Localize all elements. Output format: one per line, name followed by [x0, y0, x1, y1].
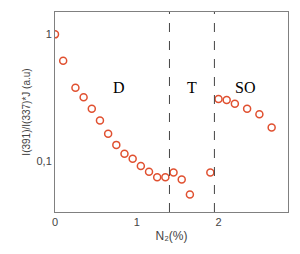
svg-text:0,1: 0,1 [37, 155, 52, 167]
svg-text:D: D [113, 79, 125, 96]
svg-text:1: 1 [46, 28, 52, 40]
svg-text:T: T [187, 79, 197, 96]
svg-text:0: 0 [52, 216, 58, 228]
svg-text:N₂(%): N₂(%) [156, 229, 188, 243]
svg-text:SO: SO [235, 79, 255, 96]
svg-text:1: 1 [134, 216, 140, 228]
svg-text:I(391)/I(337)*J (a.u): I(391)/I(337)*J (a.u) [21, 68, 32, 155]
svg-text:2: 2 [215, 216, 221, 228]
